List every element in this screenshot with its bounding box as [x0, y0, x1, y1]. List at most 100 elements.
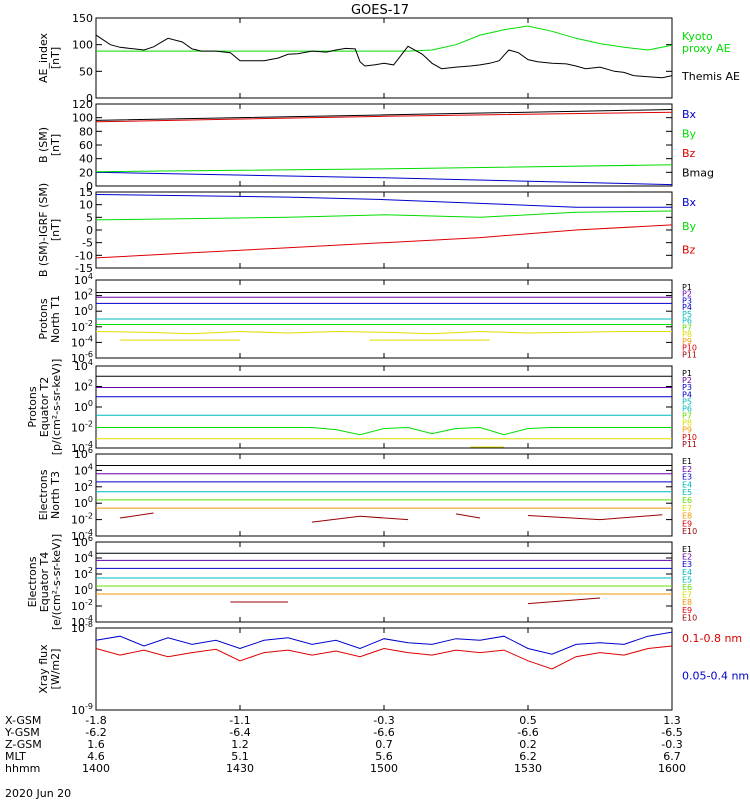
legend-entry: Bz: [682, 147, 696, 160]
time-axis-value: -0.3: [373, 714, 394, 727]
legend-entry: E2: [682, 465, 692, 474]
legend-entry: E4: [682, 568, 692, 577]
y-axis-label: Xray flux[W/m2]: [37, 644, 62, 694]
legend-entry: P10: [682, 433, 697, 442]
y-tick-label: 106: [74, 446, 93, 461]
series-line-e9d: [527, 514, 663, 521]
series-line-0-05-0-4-nm: [95, 631, 673, 655]
legend-entry: P2: [682, 376, 692, 385]
panel-frame: [95, 453, 673, 537]
y-tick-label: 15: [79, 186, 93, 199]
series-line-e9: [119, 512, 154, 519]
time-axis-value: 4.6: [87, 750, 105, 763]
legend-entry: E9: [682, 606, 692, 615]
y-tick-label: 100: [72, 112, 93, 125]
y-tick-label: 102: [74, 479, 93, 494]
series-line-kyoto-proxy-ae: [96, 25, 673, 52]
legend-entry: E4: [682, 480, 692, 489]
time-axis-value: 1.2: [231, 738, 249, 751]
y-tick-label: 10-9: [71, 702, 93, 717]
y-tick-label: -15: [75, 262, 93, 275]
y-axis-label: B (SM)-IGRF (SM)[nT]: [37, 183, 62, 277]
y-tick-label: 100: [72, 39, 93, 52]
y-tick-label: 0: [86, 224, 93, 237]
time-axis-value: 1500: [370, 762, 398, 775]
legend-entry: E5: [682, 575, 692, 584]
legend-entry: P9: [682, 337, 692, 346]
series-line-0-1-0-8-nm: [95, 645, 673, 670]
y-tick-label: 50: [79, 65, 93, 78]
y-tick-label: 10-2: [71, 420, 93, 435]
series-line-by: [95, 210, 673, 221]
time-axis-value: -0.3: [661, 738, 682, 751]
time-axis-value: -1.8: [85, 714, 106, 727]
legend-entry: P5: [682, 310, 692, 319]
legend-entry: P11: [682, 440, 697, 449]
time-axis-value: -1.1: [229, 714, 250, 727]
time-axis-value: -6.4: [229, 726, 250, 739]
y-tick-label: 120: [72, 98, 93, 111]
legend-entry: E3: [682, 560, 692, 569]
time-axis-value: -6.6: [373, 726, 394, 739]
panel-5: 104 102 100 10-2 10-4 ProtonsEquator T2[p/(cm…: [26, 358, 697, 455]
y-tick-label: 104: [74, 358, 93, 373]
legend-entry: E1: [682, 545, 692, 554]
legend-entry: P6: [682, 317, 692, 326]
series-line-bx: [95, 171, 673, 186]
legend-entry: E6: [682, 583, 692, 592]
panel-frame: [95, 365, 673, 449]
y-tick-label: 60: [79, 139, 93, 152]
legend-entry: P1: [682, 369, 692, 378]
y-tick-label: 102: [74, 288, 93, 303]
legend-entry: Bmag: [682, 167, 714, 180]
y-tick-label: 10-6: [71, 350, 93, 365]
time-axis-value: -6.2: [85, 726, 106, 739]
time-axis-value: -6.6: [517, 726, 538, 739]
time-axis-value: 1400: [82, 762, 110, 775]
legend-entry: P5: [682, 397, 692, 406]
series-line-by: [95, 164, 673, 173]
y-tick-label: 102: [74, 566, 93, 581]
legend-entry: E3: [682, 473, 692, 482]
time-axis-value: 1.3: [663, 714, 681, 727]
y-axis-label: AE_index[nT]: [37, 32, 62, 83]
legend-entry: 0.1-0.8 nm: [682, 632, 742, 645]
legend-entry: By: [682, 220, 697, 233]
y-tick-label: 10-4: [71, 334, 93, 349]
y-axis-label: ProtonsEquator T2[p/(cm²-s-sr-keV)]: [26, 359, 63, 456]
legend-entry: E9: [682, 519, 692, 528]
y-tick-label: 80: [79, 125, 93, 138]
y-tick-label: 10-4: [71, 440, 93, 455]
y-tick-label: 40: [79, 153, 93, 166]
y-tick-label: 10-8: [71, 620, 93, 635]
time-axis-value: 5.1: [231, 750, 249, 763]
panel-frame: [95, 541, 673, 623]
y-tick-label: 10-2: [71, 319, 93, 334]
legend-entry: 0.05-0.4 nm: [682, 669, 749, 682]
legend-entry: P7: [682, 323, 692, 332]
legend-entry: E7: [682, 504, 692, 513]
series-line-p6: [96, 426, 672, 436]
legend-entry: E10: [682, 613, 697, 622]
series-line-bmag: [95, 109, 673, 121]
y-tick-label: 150: [72, 12, 93, 25]
legend-entry: Bz: [682, 244, 696, 257]
panel-frame: [95, 17, 673, 99]
legend-entry: P9: [682, 426, 692, 435]
y-tick-label: 20: [79, 166, 93, 179]
time-axis-row-label: hhmm: [5, 762, 40, 775]
series-line-themis-ae: [95, 34, 673, 79]
y-tick-label: 106: [74, 534, 93, 549]
panel-8: 10-8 10-9 Xray flux[W/m2] 0.1-0.8 nm 0.05-0.…: [37, 620, 749, 717]
y-tick-label: 10: [79, 199, 93, 212]
legend-entry: E5: [682, 488, 692, 497]
y-tick-label: 0: [86, 92, 93, 105]
y-tick-label: 104: [74, 272, 93, 287]
legend-entry: Bx: [682, 108, 697, 121]
